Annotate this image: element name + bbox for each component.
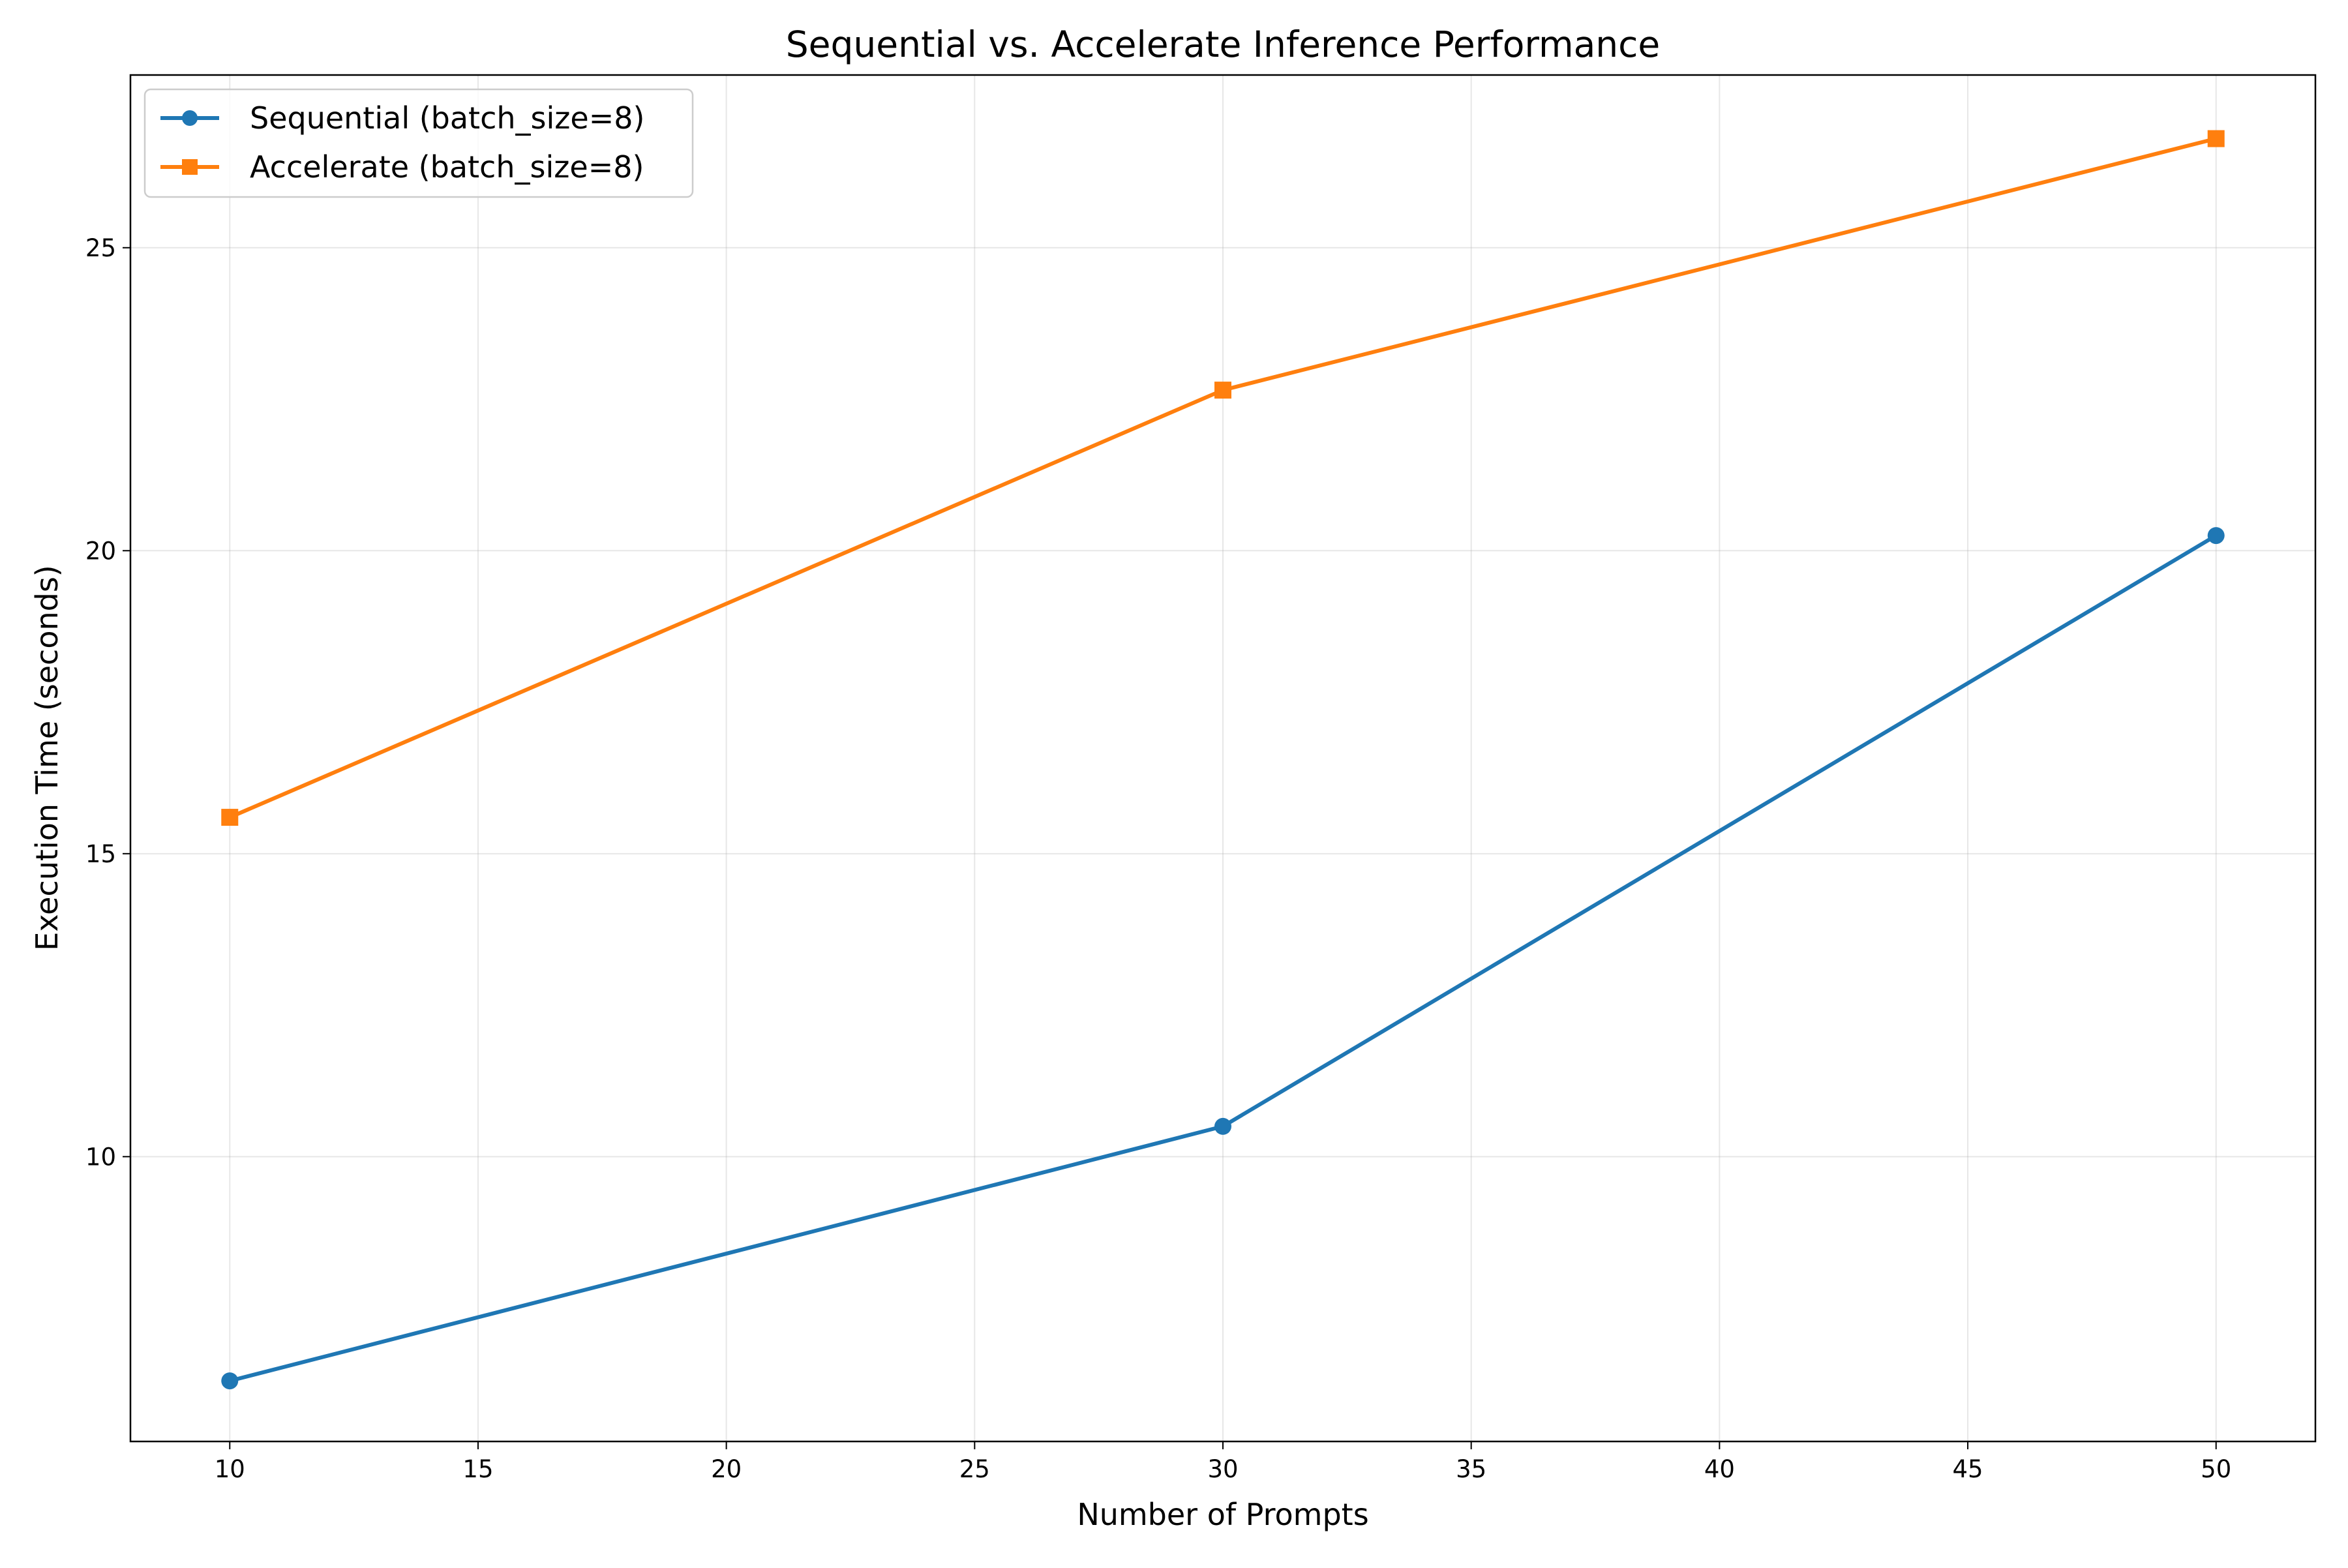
x-tick-label: 20 xyxy=(711,1455,742,1483)
y-tick-label: 15 xyxy=(85,840,116,868)
legend-box xyxy=(143,88,694,198)
data-point-series-2 xyxy=(1214,382,1231,399)
chart-title: Sequential vs. Accelerate Inference Perf… xyxy=(786,23,1660,65)
data-point-series-2 xyxy=(221,809,239,826)
x-tick-label: 25 xyxy=(959,1455,990,1483)
legend: Sequential (batch_size=8) Accelerate (ba… xyxy=(143,88,694,198)
x-tick-label: 35 xyxy=(1456,1455,1486,1483)
legend-marker-sequential xyxy=(182,110,198,126)
data-point-series-1 xyxy=(2207,527,2225,545)
grid-lines xyxy=(130,75,2315,1441)
legend-label-sequential: Sequential (batch_size=8) xyxy=(250,100,644,136)
y-tick-label: 20 xyxy=(85,537,116,565)
x-tick-label: 10 xyxy=(215,1455,245,1483)
y-tick-label: 25 xyxy=(85,234,116,262)
y-axis-label: Execution Time (seconds) xyxy=(29,565,65,950)
x-tick-label: 45 xyxy=(1952,1455,1983,1483)
x-tick-label: 40 xyxy=(1704,1455,1735,1483)
data-point-series-1 xyxy=(221,1372,239,1390)
x-tick-label: 50 xyxy=(2201,1455,2231,1483)
axis-ticks: 10 15 20 25 30 35 40 45 50 10 15 20 25 xyxy=(85,234,2231,1483)
data-point-series-2 xyxy=(2207,130,2225,147)
legend-label-accelerate: Accelerate (batch_size=8) xyxy=(250,149,644,185)
series-layer xyxy=(221,130,2225,1390)
legend-marker-accelerate xyxy=(182,159,198,175)
y-tick-label: 10 xyxy=(85,1143,116,1171)
x-tick-label: 15 xyxy=(462,1455,493,1483)
data-point-series-1 xyxy=(1214,1117,1231,1135)
x-axis-label: Number of Prompts xyxy=(1077,1497,1368,1532)
x-tick-label: 30 xyxy=(1207,1455,1238,1483)
